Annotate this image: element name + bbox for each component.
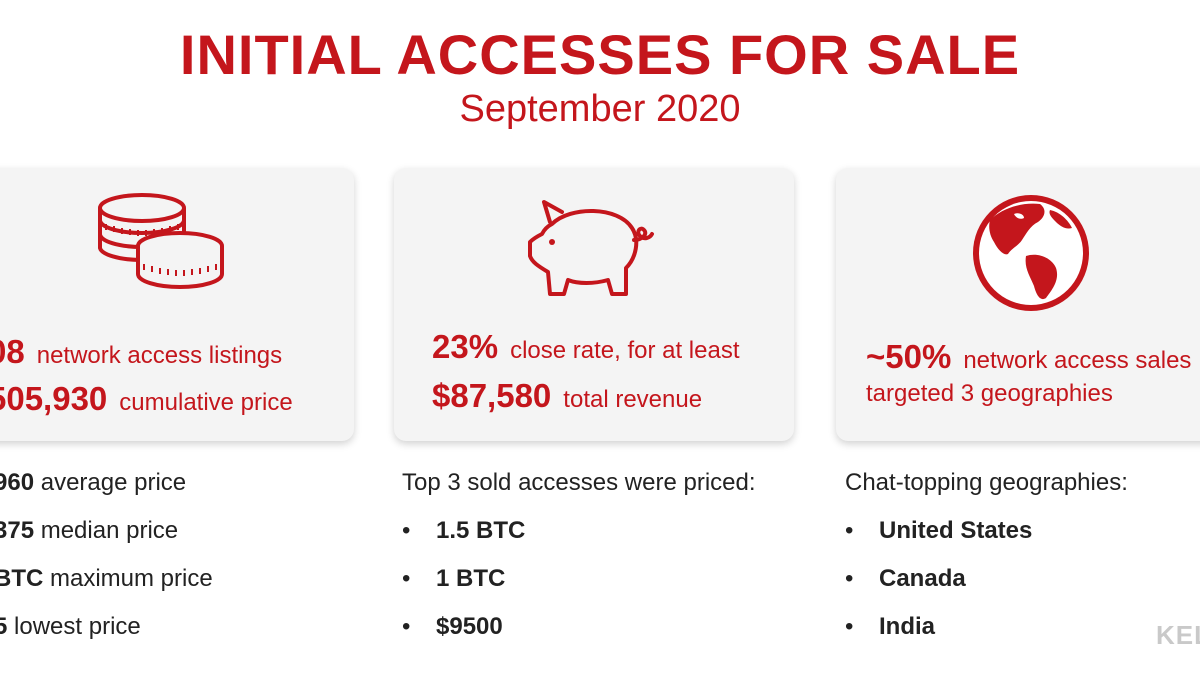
stat-label: close rate, for at least (510, 337, 740, 364)
list-item-text: 1.5 BTC (436, 517, 526, 544)
list-item: • 1.5 BTC (402, 514, 756, 562)
stat-line-geo-targeted: targeted 3 geographies (866, 380, 1113, 408)
list-item-text: $9500 (436, 613, 503, 640)
list-item: • United States (845, 514, 1128, 562)
page-title: INITIAL ACCESSES FOR SALE (179, 23, 1021, 86)
price-value: 960 (0, 469, 35, 496)
stat-number: 08 (0, 333, 25, 370)
stats-card-listings: 08 network access listings 505,930 cumulat… (0, 168, 354, 441)
price-value: BTC (0, 565, 44, 592)
price-label: lowest price (14, 613, 141, 640)
stat-line-listings: 08 network access listings (0, 333, 282, 371)
page-subtitle: September 2020 (459, 88, 741, 130)
price-label: maximum price (50, 565, 213, 592)
stat-line-revenue: $87,580 total revenue (432, 377, 702, 415)
stat-label: targeted 3 geographies (866, 380, 1113, 407)
stat-number: $87,580 (432, 377, 552, 414)
bullet-icon: • (845, 613, 854, 640)
list-item-text: 1 BTC (436, 565, 506, 592)
price-label: median price (40, 517, 179, 544)
bullet-icon: • (845, 565, 854, 592)
price-value: 5 (0, 613, 8, 640)
bullet-icon: • (402, 517, 411, 544)
piggy-bank-icon (528, 200, 654, 296)
stat-label: network access sales (963, 347, 1192, 374)
bullet-icon: • (845, 517, 854, 544)
list-item: • India (845, 610, 1128, 658)
watermark-logo: KEL (1156, 620, 1200, 650)
stat-number: 505,930 (0, 380, 108, 417)
list-item: • 1 BTC (402, 562, 756, 610)
coins-icon (98, 193, 224, 289)
stat-label: network access listings (36, 342, 283, 369)
stat-label: cumulative price (119, 389, 293, 416)
top-sold-list: Top 3 sold accesses were priced: • 1.5 BT… (402, 466, 756, 658)
stat-line-close-rate: 23% close rate, for at least (432, 328, 740, 366)
price-value: 375 (0, 517, 35, 544)
list-item-text: Canada (879, 565, 966, 592)
stat-line-cumulative: 505,930 cumulative price (0, 380, 293, 418)
bullet-icon: • (402, 565, 411, 592)
list-intro: Chat-topping geographies: (845, 469, 1128, 496)
stat-number: ~50% (866, 338, 952, 375)
stats-card-geographies: ~50% network access sales targeted 3 geog… (836, 168, 1200, 441)
globe-icon (973, 195, 1089, 311)
bullet-icon: • (402, 613, 411, 640)
list-item: • Canada (845, 562, 1128, 610)
geographies-list: Chat-topping geographies: • United States… (845, 466, 1128, 658)
stat-number: 23% (432, 328, 499, 365)
list-item: 960 average price (0, 466, 213, 514)
list-item: BTC maximum price (0, 562, 213, 610)
list-item-text: India (879, 613, 936, 640)
list-item: 375 median price (0, 514, 213, 562)
list-item: 5 lowest price (0, 610, 213, 658)
stat-line-geo-share: ~50% network access sales (866, 338, 1191, 376)
stats-card-close-rate: 23% close rate, for at least $87,580 total… (394, 168, 794, 441)
list-intro: Top 3 sold accesses were priced: (402, 469, 756, 496)
list-item-text: United States (879, 517, 1033, 544)
stat-label: total revenue (563, 386, 703, 413)
list-item: • $9500 (402, 610, 756, 658)
price-details-list: 960 average price 375 median price BTC m… (0, 466, 213, 658)
price-label: average price (40, 469, 187, 496)
